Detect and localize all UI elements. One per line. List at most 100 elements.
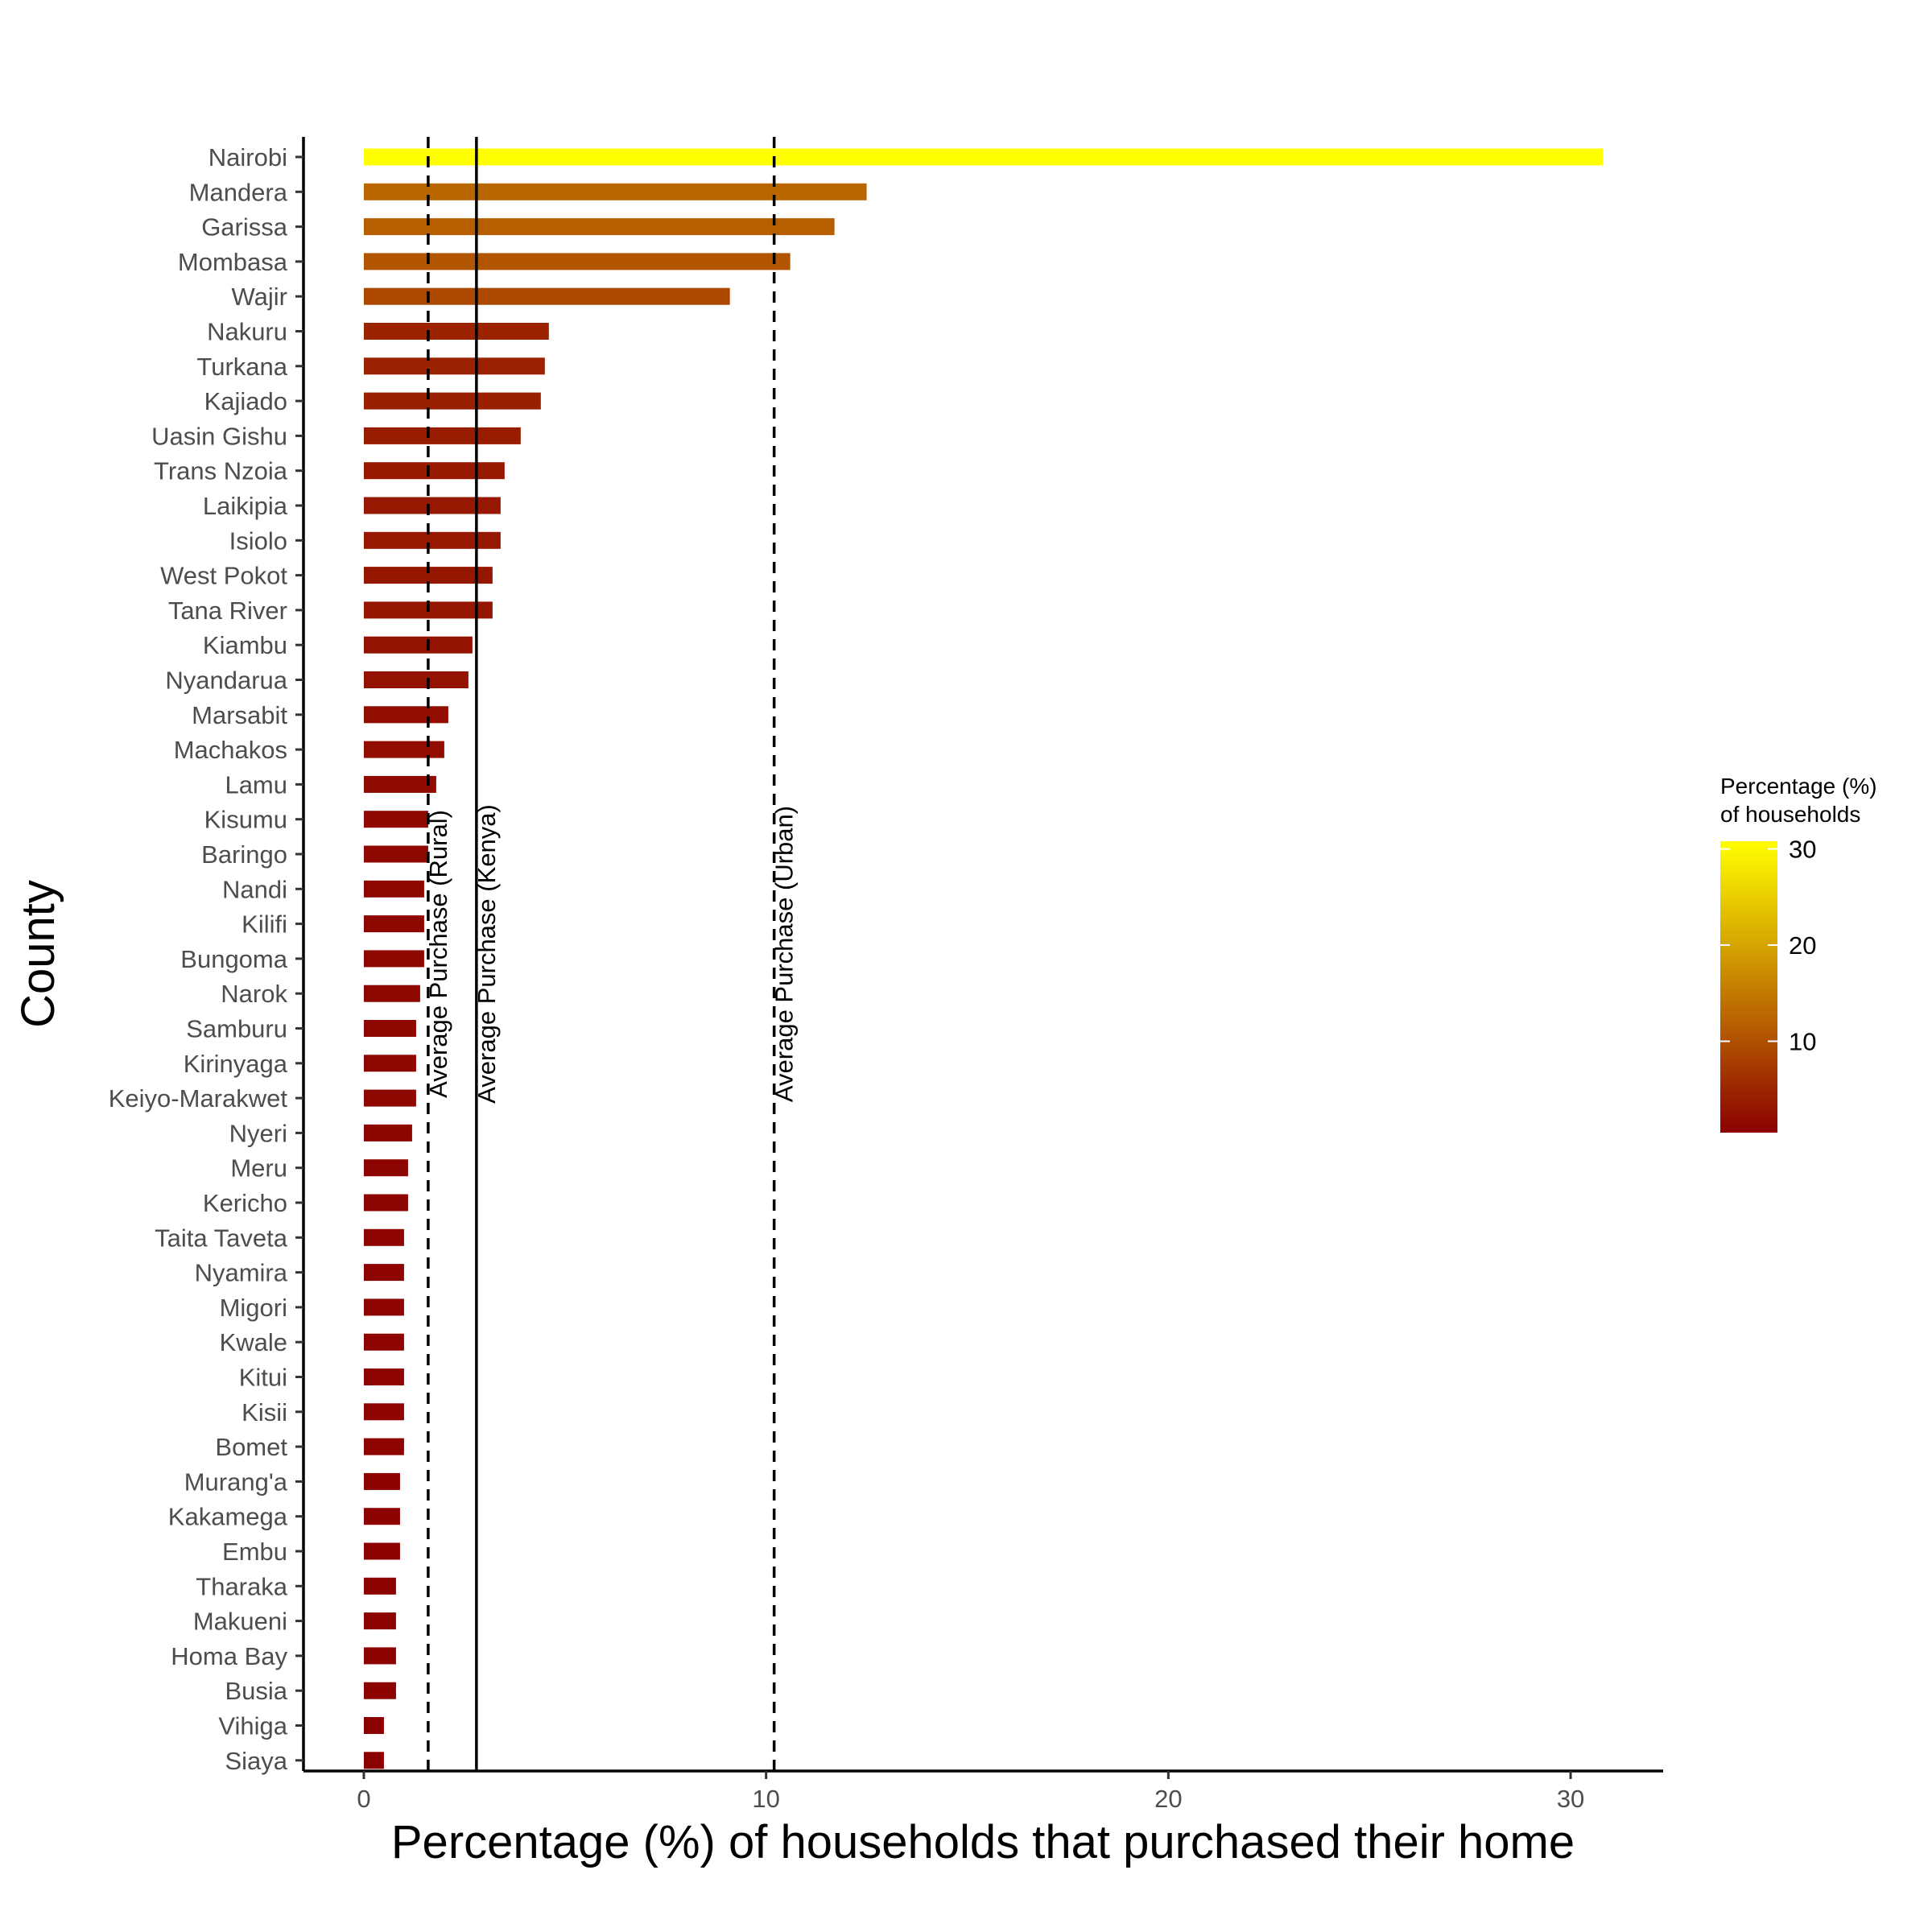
y-tick-label-wajir: Wajir xyxy=(232,283,287,311)
bar-machakos xyxy=(363,741,444,758)
bar-kakamega xyxy=(363,1508,400,1525)
bar-vihiga xyxy=(363,1717,384,1734)
legend-tick-label-20: 20 xyxy=(1789,931,1816,960)
bar-nairobi xyxy=(363,148,1604,166)
y-tick-label-siaya: Siaya xyxy=(225,1747,287,1775)
y-tick-label-nyandarua: Nyandarua xyxy=(165,667,287,695)
y-tick-label-isiolo: Isiolo xyxy=(229,526,287,555)
bar-garissa xyxy=(363,218,835,236)
bar-kilifi xyxy=(363,915,424,933)
bar-murang-a xyxy=(363,1472,400,1490)
bar-kirinyaga xyxy=(363,1055,416,1072)
y-tick-label-murang-a: Murang'a xyxy=(184,1468,288,1496)
y-tick-label-kakamega: Kakamega xyxy=(168,1503,288,1531)
bar-kisumu xyxy=(363,811,428,828)
bar-mandera xyxy=(363,183,867,200)
bars-layer xyxy=(363,148,1604,1769)
y-tick-label-kiambu: Kiambu xyxy=(203,631,287,659)
bar-nyandarua xyxy=(363,671,469,688)
bar-turkana xyxy=(363,357,545,375)
bar-tharaka xyxy=(363,1577,396,1595)
y-tick-label-kwale: Kwale xyxy=(220,1328,287,1356)
x-tick-label-10: 10 xyxy=(752,1785,779,1813)
y-tick-label-laikipia: Laikipia xyxy=(203,492,288,520)
reference-lines-layer: Average Purchase (Rural) Average Purchase… xyxy=(424,137,799,1771)
legend-tick-label-30: 30 xyxy=(1789,836,1816,864)
reference-line-label-average-purchase-kenya: Average Purchase (Kenya) xyxy=(473,804,501,1104)
y-tick-label-kilifi: Kilifi xyxy=(242,910,287,939)
y-tick-label-migori: Migori xyxy=(220,1294,287,1322)
y-tick-label-tharaka: Tharaka xyxy=(196,1572,287,1600)
legend-title-line-2: of households xyxy=(1720,802,1860,827)
legend-tick-label-10: 10 xyxy=(1789,1028,1816,1056)
y-tick-label-kisii: Kisii xyxy=(242,1398,287,1426)
y-tick-label-nyeri: Nyeri xyxy=(229,1119,287,1147)
reference-line-label-average-purchase-rural: Average Purchase (Rural) xyxy=(424,810,452,1098)
x-tick-label-20: 20 xyxy=(1154,1785,1182,1813)
y-tick-label-bomet: Bomet xyxy=(215,1433,287,1461)
y-tick-label-makueni: Makueni xyxy=(193,1608,287,1636)
y-tick-label-taita-taveta: Taita Taveta xyxy=(155,1224,288,1252)
bar-embu xyxy=(363,1542,400,1560)
y-tick-label-mombasa: Mombasa xyxy=(178,248,288,276)
bar-nyeri xyxy=(363,1124,412,1141)
y-tick-label-west-pokot: West Pokot xyxy=(160,562,287,590)
y-tick-label-machakos: Machakos xyxy=(174,736,287,764)
bar-lamu xyxy=(363,775,436,793)
x-tick-label-0: 0 xyxy=(357,1785,370,1813)
bar-nyamira xyxy=(363,1264,404,1282)
y-tick-label-kisumu: Kisumu xyxy=(204,806,287,834)
y-tick-label-kericho: Kericho xyxy=(203,1189,287,1217)
y-tick-label-trans-nzoia: Trans Nzoia xyxy=(154,457,288,485)
bar-marsabit xyxy=(363,706,448,724)
color-legend: Percentage (%) of households 10 20 30 xyxy=(1720,774,1877,1133)
y-tick-label-marsabit: Marsabit xyxy=(192,701,287,729)
bar-wajir xyxy=(363,287,730,305)
bar-taita-taveta xyxy=(363,1228,404,1246)
y-tick-label-meru: Meru xyxy=(230,1154,287,1183)
y-tick-label-garissa: Garissa xyxy=(201,213,288,242)
bar-baringo xyxy=(363,845,428,863)
y-tick-label-nandi: Nandi xyxy=(222,875,287,903)
bar-keiyo-marakwet xyxy=(363,1089,416,1107)
y-tick-label-homa-bay: Homa Bay xyxy=(171,1642,287,1670)
axes-layer xyxy=(302,137,1663,1773)
y-tick-label-busia: Busia xyxy=(225,1677,287,1705)
bar-samburu xyxy=(363,1020,416,1037)
y-axis-title: County xyxy=(12,880,64,1028)
legend-color-bar xyxy=(1720,841,1777,1133)
y-tick-label-nairobi: Nairobi xyxy=(208,143,287,171)
bar-kajiado xyxy=(363,392,541,410)
y-tick-label-mandera: Mandera xyxy=(189,178,288,206)
bar-makueni xyxy=(363,1612,396,1630)
x-tick-label-30: 30 xyxy=(1557,1785,1584,1813)
reference-line-label-average-purchase-urban: Average Purchase (Urban) xyxy=(770,806,799,1102)
y-tick-labels: Nairobi Mandera Garissa Mombasa Wajir Nakuru T… xyxy=(109,143,303,1775)
y-tick-label-lamu: Lamu xyxy=(225,770,287,799)
bar-kisii xyxy=(363,1403,404,1421)
legend-title-line-1: Percentage (%) xyxy=(1720,774,1877,799)
bar-trans-nzoia xyxy=(363,462,505,480)
bar-west-pokot xyxy=(363,567,493,584)
y-tick-label-nyamira: Nyamira xyxy=(195,1259,288,1287)
bar-uasin-gishu xyxy=(363,427,521,444)
y-tick-label-bungoma: Bungoma xyxy=(180,945,287,973)
bar-homa-bay xyxy=(363,1647,396,1665)
y-tick-label-keiyo-marakwet: Keiyo-Marakwet xyxy=(109,1084,288,1113)
bar-kitui xyxy=(363,1368,404,1385)
y-tick-label-baringo: Baringo xyxy=(201,840,287,869)
y-tick-label-narok: Narok xyxy=(221,980,287,1008)
x-ticks: 0 10 20 30 xyxy=(357,1771,1584,1813)
y-tick-label-embu: Embu xyxy=(222,1538,287,1566)
y-tick-label-uasin-gishu: Uasin Gishu xyxy=(151,422,287,450)
bar-kwale xyxy=(363,1333,404,1351)
bar-laikipia xyxy=(363,497,501,514)
bar-mombasa xyxy=(363,253,791,270)
bar-bungoma xyxy=(363,950,424,968)
bar-narok xyxy=(363,985,420,1002)
bar-kericho xyxy=(363,1194,408,1212)
y-tick-label-vihiga: Vihiga xyxy=(218,1712,287,1740)
bar-bomet xyxy=(363,1438,404,1455)
bar-busia xyxy=(363,1682,396,1699)
x-axis-title: Percentage (%) of households that purcha… xyxy=(391,1816,1575,1868)
